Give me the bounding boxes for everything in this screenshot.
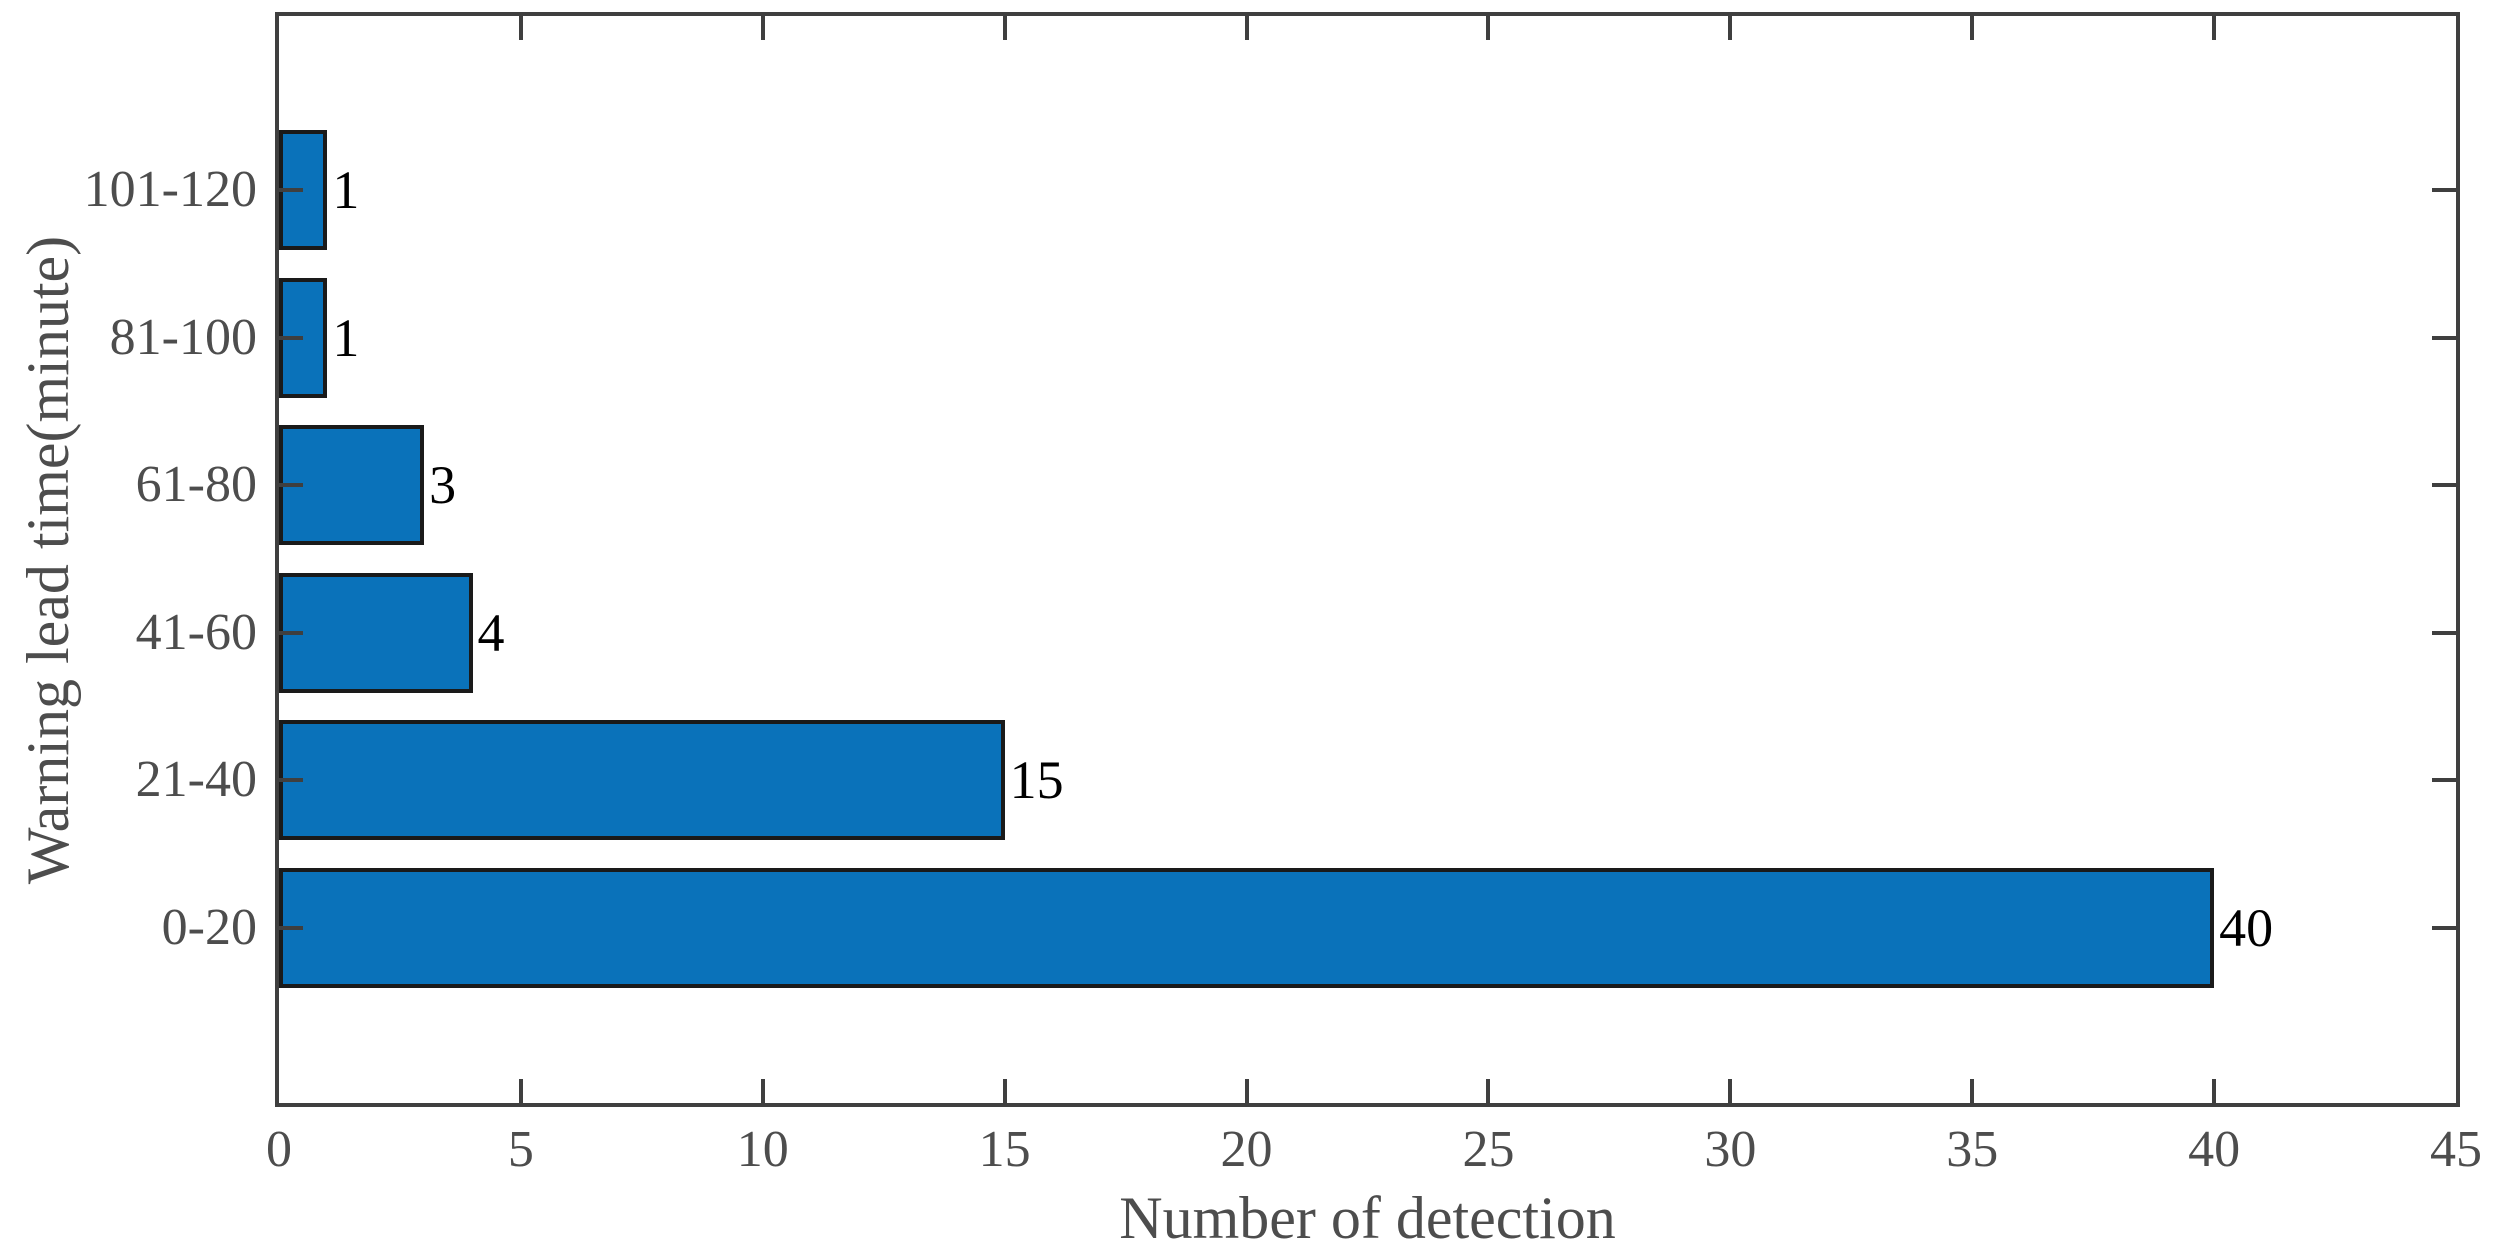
y-tick-mark (2432, 630, 2456, 635)
y-tick-mark (2432, 483, 2456, 488)
x-tick-label: 5 (507, 1121, 534, 1178)
x-tick-mark (2212, 1079, 2217, 1103)
bar-value-label: 4 (477, 602, 505, 663)
y-tick-mark (279, 188, 303, 192)
y-tick-label: 0-20 (161, 899, 257, 956)
bar-value-label: 1 (332, 160, 360, 220)
y-tick-mark (279, 630, 303, 635)
plot-area: 40 15 4 3 1 1 (275, 12, 2460, 1107)
bar-value-label: 15 (1009, 750, 1064, 811)
x-tick-mark (1244, 16, 1249, 40)
y-tick-mark (279, 778, 303, 783)
y-tick-label: 81-100 (109, 308, 257, 366)
y-tick-label: 101-120 (83, 161, 257, 218)
x-tick-mark (1002, 16, 1007, 40)
x-tick-mark (1244, 1079, 1249, 1103)
y-tick-mark (279, 926, 303, 930)
x-tick-mark (1970, 16, 1975, 40)
x-tick-mark (1486, 1079, 1491, 1103)
x-tick-label: 15 (978, 1121, 1031, 1178)
x-tick-label: 35 (1946, 1121, 1999, 1178)
y-tick-mark (2432, 188, 2456, 192)
y-tick-mark (279, 335, 303, 340)
x-tick-mark (1970, 1079, 1975, 1103)
x-tick-mark (760, 1079, 765, 1103)
x-tick-label: 20 (1220, 1121, 1273, 1178)
x-tick-label: 40 (2188, 1121, 2241, 1178)
x-tick-mark (760, 16, 765, 40)
bar-21-40 (279, 720, 1005, 841)
y-axis-title: Warning lead time(minute) (15, 235, 81, 884)
x-tick-label: 0 (266, 1121, 292, 1178)
y-tick-mark (2432, 926, 2456, 930)
x-tick-mark (2212, 16, 2217, 40)
x-tick-label: 45 (2430, 1121, 2482, 1178)
bar-value-label: 40 (2219, 898, 2274, 958)
y-tick-label: 21-40 (135, 751, 257, 809)
x-tick-mark (1728, 1079, 1733, 1103)
x-tick-label: 30 (1704, 1121, 1757, 1178)
bar-0-20 (279, 868, 2215, 988)
bar-value-label: 3 (429, 455, 457, 516)
y-tick-mark (2432, 778, 2456, 783)
y-tick-label: 41-60 (135, 603, 257, 661)
x-tick-mark (1002, 1079, 1007, 1103)
x-tick-mark (518, 1079, 523, 1103)
bar-value-label: 1 (332, 307, 360, 368)
y-tick-label: 61-80 (135, 456, 257, 514)
y-tick-mark (279, 483, 303, 488)
bar-41-60 (279, 572, 473, 693)
x-axis-title: Number of detection (1119, 1185, 1616, 1251)
x-tick-mark (518, 16, 523, 40)
x-tick-label: 25 (1462, 1121, 1515, 1178)
x-tick-label: 10 (736, 1121, 789, 1178)
x-tick-mark (1486, 16, 1491, 40)
y-tick-mark (2432, 335, 2456, 340)
x-tick-mark (1728, 16, 1733, 40)
